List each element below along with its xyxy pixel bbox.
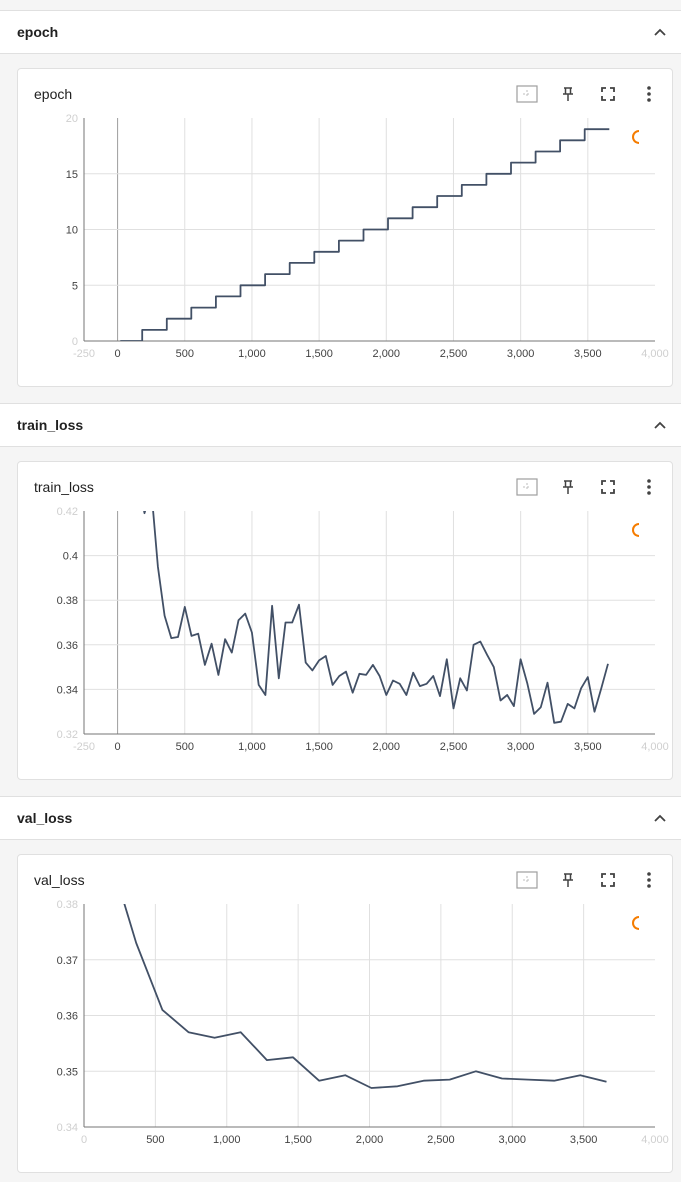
x-tick-label: 2,500 [440, 348, 468, 360]
x-tick-label: 4,000 [641, 348, 669, 360]
x-tick-label: 2,000 [373, 741, 401, 753]
x-tick-label: 1,000 [238, 741, 266, 753]
x-tick-label: 2,000 [356, 1134, 384, 1146]
fit-domain-button[interactable] [516, 83, 538, 105]
chart-card-train-loss: train_loss -250 0 500 1,000 1,500 2,000 2,500 3… [17, 461, 673, 780]
y-tick-label: 0.34 [57, 1122, 78, 1134]
fullscreen-button[interactable] [597, 476, 619, 498]
fit-domain-button[interactable] [516, 476, 538, 498]
section-title: train_loss [17, 417, 84, 433]
x-tick-label: 4,000 [641, 1134, 669, 1146]
x-tick-label: 3,000 [507, 348, 535, 360]
section-header-val-loss[interactable]: val_loss [0, 796, 681, 840]
card-title: train_loss [34, 479, 94, 495]
y-tick-label: 0.38 [57, 595, 78, 607]
more-options-button[interactable] [638, 869, 660, 891]
line-chart-epoch: -250 0 500 1,000 1,500 2,000 2,500 3,000 3,500 4,… [66, 113, 669, 360]
fullscreen-icon [601, 87, 615, 101]
y-tick-label: 0.35 [57, 1066, 78, 1078]
fullscreen-button[interactable] [597, 83, 619, 105]
x-tick-label: 0 [81, 1134, 87, 1146]
x-tick-label: 3,500 [574, 348, 602, 360]
y-tick-label: 5 [72, 280, 78, 292]
y-tick-label: 0.37 [57, 955, 78, 967]
x-tick-label: 500 [176, 348, 194, 360]
y-tick-label: 0.4 [63, 551, 78, 563]
fullscreen-button[interactable] [597, 869, 619, 891]
loading-spinner-icon [632, 916, 640, 930]
fit-domain-icon [516, 871, 538, 889]
x-tick-label: 3,500 [574, 741, 602, 753]
fit-domain-icon [516, 478, 538, 496]
series-line [120, 128, 610, 341]
pin-icon [563, 87, 573, 101]
y-tick-label: 0.36 [57, 1011, 78, 1023]
more-vert-icon [647, 86, 651, 102]
x-tick-label: 3,000 [507, 741, 535, 753]
pin-icon [563, 480, 573, 494]
loading-spinner-icon [632, 130, 640, 144]
section-header-train-loss[interactable]: train_loss [0, 403, 681, 447]
y-tick-label: 0.42 [57, 506, 78, 518]
x-tick-label: -250 [73, 348, 95, 360]
x-tick-label: 500 [176, 741, 194, 753]
fit-domain-icon [516, 85, 538, 103]
y-tick-label: 0 [72, 336, 78, 348]
line-chart-val-loss: 0 500 1,000 1,500 2,000 2,500 3,000 3,500 4,000 0… [57, 899, 669, 1146]
x-tick-label: 2,500 [440, 741, 468, 753]
y-tick-label: 20 [66, 113, 78, 125]
fit-domain-button[interactable] [516, 869, 538, 891]
pin-button[interactable] [557, 83, 579, 105]
x-tick-label: 3,000 [498, 1134, 526, 1146]
x-tick-label: 1,500 [284, 1134, 312, 1146]
pin-button[interactable] [557, 869, 579, 891]
chevron-up-icon[interactable] [653, 418, 667, 432]
y-tick-label: 10 [66, 225, 78, 237]
x-tick-label: 1,500 [305, 741, 333, 753]
more-vert-icon [647, 872, 651, 888]
more-options-button[interactable] [638, 476, 660, 498]
card-title: epoch [34, 86, 73, 102]
chart-card-val-loss: val_loss 0 500 1,000 1,500 2,000 2,500 3,000 3,… [17, 854, 673, 1173]
x-tick-label: 0 [115, 348, 121, 360]
x-tick-label: 3,500 [570, 1134, 598, 1146]
fullscreen-icon [601, 480, 615, 494]
fullscreen-icon [601, 873, 615, 887]
y-tick-label: 0.38 [57, 899, 78, 911]
y-tick-label: 0.36 [57, 640, 78, 652]
chevron-up-icon[interactable] [653, 25, 667, 39]
card-title: val_loss [34, 872, 85, 888]
pin-button[interactable] [557, 476, 579, 498]
x-tick-label: 500 [146, 1134, 164, 1146]
x-tick-label: 1,000 [213, 1134, 241, 1146]
series-line [143, 511, 609, 724]
more-vert-icon [647, 479, 651, 495]
y-tick-label: 0.32 [57, 729, 78, 741]
x-tick-label: 1,000 [238, 348, 266, 360]
chart-card-epoch: epoch -250 0 500 1,000 1,500 2,000 2,500 3,000 3… [17, 68, 673, 387]
y-tick-label: 15 [66, 169, 78, 181]
line-chart-train-loss: -250 0 500 1,000 1,500 2,000 2,500 3,000 3,500 4,… [57, 506, 669, 753]
x-tick-label: 2,000 [373, 348, 401, 360]
x-tick-label: 1,500 [305, 348, 333, 360]
x-tick-label: -250 [73, 741, 95, 753]
x-tick-label: 4,000 [641, 741, 669, 753]
x-tick-label: 0 [115, 741, 121, 753]
series-line [123, 904, 607, 1089]
section-title: epoch [17, 24, 59, 40]
pin-icon [563, 873, 573, 887]
section-header-epoch[interactable]: epoch [0, 10, 681, 54]
y-tick-label: 0.34 [57, 684, 78, 696]
x-tick-label: 2,500 [427, 1134, 455, 1146]
chevron-up-icon[interactable] [653, 811, 667, 825]
loading-spinner-icon [632, 523, 640, 537]
section-title: val_loss [17, 810, 73, 826]
more-options-button[interactable] [638, 83, 660, 105]
